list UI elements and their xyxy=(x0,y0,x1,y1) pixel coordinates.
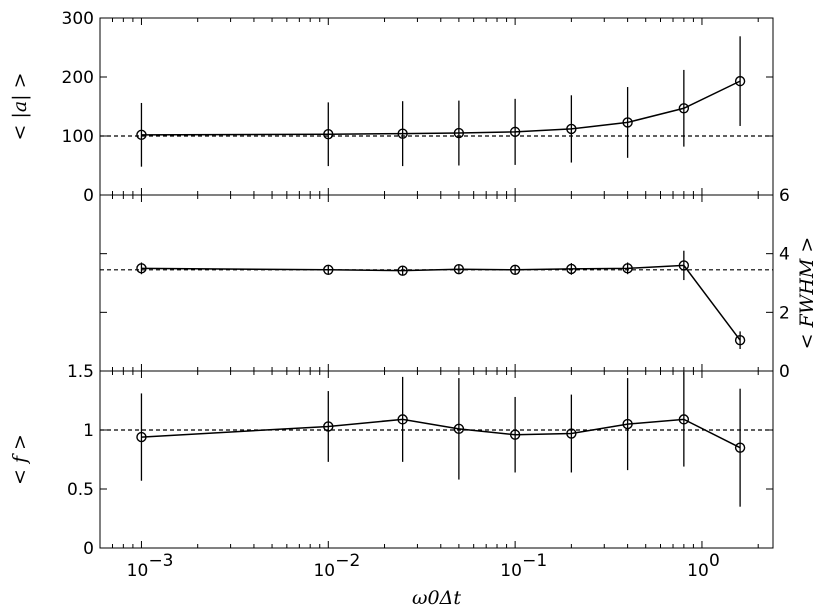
y-tick-label: 0 xyxy=(779,362,790,382)
data-point xyxy=(323,129,334,140)
y-tick-label: 100 xyxy=(62,127,94,147)
y-tick-label: 6 xyxy=(779,186,790,206)
y-tick-label: 1 xyxy=(83,421,94,441)
y-axis-label: < f > xyxy=(9,434,31,485)
y-tick-label: 0.5 xyxy=(67,480,94,500)
y-tick-label: 1.5 xyxy=(67,362,94,382)
y-tick-label: 4 xyxy=(779,245,790,265)
x-tick-label: 10 xyxy=(687,561,709,581)
data-point xyxy=(622,418,633,430)
y-axis-label: < |a| > xyxy=(9,72,31,140)
x-tick-exponent: −2 xyxy=(335,551,360,571)
y-tick-label: 300 xyxy=(62,9,94,29)
data-point xyxy=(509,264,521,275)
data-point xyxy=(136,263,147,274)
x-tick-exponent: 0 xyxy=(709,551,720,571)
y-tick-label: 0 xyxy=(83,539,94,559)
panel-frame-top xyxy=(99,17,774,196)
data-point xyxy=(678,260,690,271)
x-axis-label: ω0Δt xyxy=(412,587,461,609)
data-point xyxy=(566,428,577,439)
y-tick-label: 2 xyxy=(779,303,790,323)
y-tick-label: 0 xyxy=(83,186,94,206)
data-point xyxy=(136,129,147,141)
data-point xyxy=(678,103,690,114)
series-line xyxy=(141,80,741,136)
panel-frame-middle xyxy=(99,194,774,372)
data-point xyxy=(397,414,408,425)
series-line xyxy=(141,264,741,341)
data-point xyxy=(734,442,746,453)
data-point xyxy=(453,423,465,435)
data-point xyxy=(453,264,465,275)
x-tick-label: 10 xyxy=(500,561,522,581)
y-axis-label: < FWHM > xyxy=(796,237,818,350)
data-point xyxy=(566,123,577,135)
data-point xyxy=(509,429,521,440)
data-point xyxy=(734,75,746,87)
x-tick-label: 10 xyxy=(127,561,149,581)
data-point xyxy=(622,263,633,274)
data-point xyxy=(734,335,746,346)
panel-frame-bottom xyxy=(99,370,774,549)
data-point xyxy=(509,126,521,138)
data-point xyxy=(622,117,633,128)
x-tick-exponent: −3 xyxy=(148,551,173,571)
data-point xyxy=(397,265,408,276)
data-point xyxy=(136,431,147,443)
x-tick-label: 10 xyxy=(313,561,335,581)
x-tick-exponent: −1 xyxy=(522,551,547,571)
data-point xyxy=(453,127,465,139)
data-point xyxy=(678,414,690,425)
data-point xyxy=(323,264,334,275)
data-point xyxy=(397,128,408,139)
data-point xyxy=(323,421,334,432)
series-line xyxy=(141,418,741,449)
y-tick-label: 200 xyxy=(62,68,94,88)
data-point xyxy=(566,263,577,275)
